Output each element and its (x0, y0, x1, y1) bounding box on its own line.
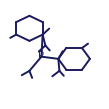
Text: P: P (38, 51, 44, 61)
